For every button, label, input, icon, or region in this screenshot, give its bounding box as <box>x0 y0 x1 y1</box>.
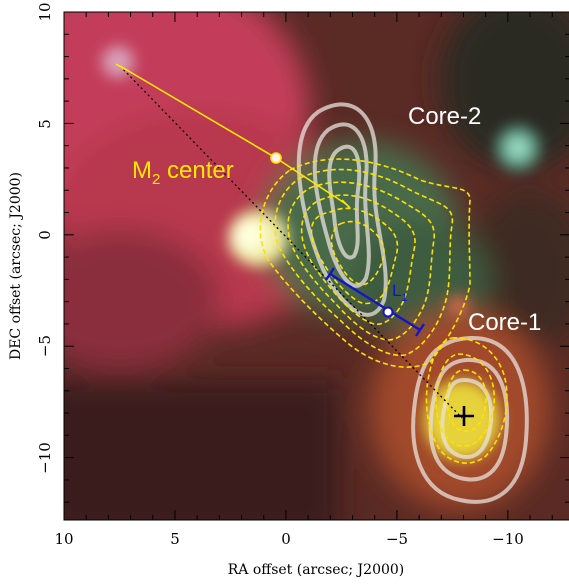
y-tick-label: 5 <box>36 119 54 129</box>
label-core2: Core-2 <box>408 103 481 130</box>
plot-frame <box>63 11 569 521</box>
x-tick-label: −10 <box>492 530 524 548</box>
yellow-contour-6 <box>330 220 385 286</box>
white-contour-core1-outer <box>411 335 529 504</box>
yellow-contour-core1-2 <box>435 353 496 447</box>
x-axis-title: RA offset (arcsec; J2000) <box>228 562 405 578</box>
label-core1: Core-1 <box>468 309 541 336</box>
y-tick-label: −5 <box>36 335 54 357</box>
white-contour-core1-mid <box>428 357 510 482</box>
label-l1-sub: 1 <box>401 292 407 304</box>
y-axis-title: DEC offset (arcsec; J2000) <box>8 172 24 360</box>
white-contour-core2-inner <box>327 144 362 260</box>
label-m2-suffix: center <box>160 157 233 184</box>
x-tick-label: −5 <box>386 530 408 548</box>
y-tick-label: 0 <box>36 230 54 240</box>
y-tick-labels: 10 5 0 −5 −10 <box>36 2 54 473</box>
m2-endcap-upper <box>115 63 127 71</box>
yellow-contours <box>259 158 508 464</box>
label-m2-prefix: M <box>132 157 152 184</box>
m2-line-upper <box>119 65 277 159</box>
yellow-contour-core1-3 <box>446 369 487 433</box>
dotted-axis-line <box>119 65 463 419</box>
l1-endcap-right <box>415 323 425 337</box>
label-m2-sub: 2 <box>152 171 160 188</box>
rgb-image <box>64 12 569 520</box>
x-tick-label: 10 <box>54 530 73 548</box>
yellow-contour-5 <box>310 207 399 305</box>
m2-endcap-lower <box>341 199 351 209</box>
core1-cross <box>454 406 474 426</box>
white-contours <box>296 102 529 504</box>
yellow-contour-4 <box>300 194 416 326</box>
m2-center-marker <box>115 63 351 209</box>
m2-line-lower <box>275 157 347 205</box>
m2-center-circle <box>270 152 282 164</box>
axis-ticks <box>63 11 569 520</box>
l1-center-circle <box>382 306 394 318</box>
y-tick-label: 10 <box>36 2 54 21</box>
label-l1: L1 <box>392 281 408 304</box>
l1-endcap-left <box>325 267 335 281</box>
y-tick-label: −10 <box>36 442 54 474</box>
label-l1-main: L <box>392 281 401 300</box>
yellow-contour-1 <box>259 158 471 368</box>
white-contour-core1-inner <box>440 377 494 459</box>
yellow-contour-3 <box>287 181 435 341</box>
white-contour-core2-mid <box>312 122 371 288</box>
yellow-contour-2 <box>274 168 454 357</box>
white-contour-core2-outer <box>296 102 388 317</box>
x-tick-label: 5 <box>170 530 180 548</box>
x-tick-label: 0 <box>281 530 291 548</box>
x-tick-labels: 10 5 0 −5 −10 <box>54 530 523 548</box>
l1-marker <box>325 267 425 337</box>
label-m2-center: M2 center <box>132 157 234 188</box>
l1-line <box>329 272 421 332</box>
